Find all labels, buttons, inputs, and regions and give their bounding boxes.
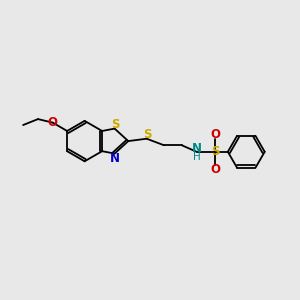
Text: S: S [111, 118, 119, 130]
Text: H: H [193, 152, 200, 161]
Text: S: S [211, 145, 219, 158]
Text: O: O [210, 128, 220, 141]
Text: N: N [110, 152, 120, 164]
Text: O: O [210, 163, 220, 176]
Text: S: S [143, 128, 151, 141]
Text: N: N [192, 142, 202, 155]
Text: O: O [48, 116, 58, 129]
